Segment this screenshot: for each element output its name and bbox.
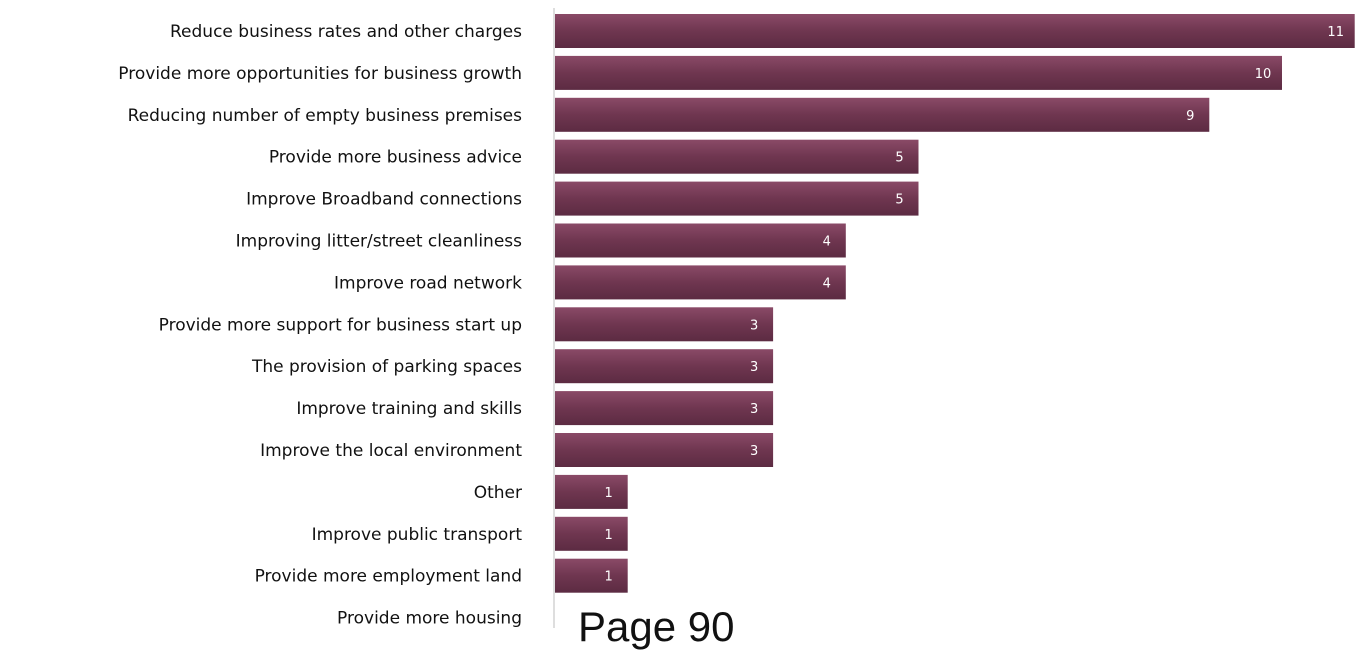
category-labels: Reduce business rates and other charges P…	[118, 22, 522, 628]
bar	[555, 349, 774, 384]
bar	[555, 474, 628, 509]
category-label: Improve the local environment	[260, 441, 522, 461]
data-label: 10	[1255, 67, 1272, 82]
category-label: Reduce business rates and other charges	[170, 22, 522, 42]
data-label: 9	[1186, 109, 1194, 124]
category-label: Provide more support for business start …	[159, 315, 522, 335]
category-label: Improve Broadband connections	[246, 190, 522, 210]
bar	[555, 181, 919, 216]
bars	[555, 14, 1355, 593]
bar	[555, 139, 919, 174]
category-label: Other	[474, 483, 522, 503]
data-label: 11	[1327, 25, 1344, 40]
data-label: 5	[895, 193, 903, 208]
category-label: Improve road network	[334, 273, 522, 293]
bar	[555, 265, 846, 300]
data-label: 3	[750, 360, 758, 375]
category-label: Provide more employment land	[255, 567, 522, 587]
data-label: 5	[895, 151, 903, 166]
bar	[555, 55, 1282, 90]
bar	[555, 433, 774, 467]
category-label: The provision of parking spaces	[251, 357, 522, 377]
category-label: Improve public transport	[312, 525, 523, 545]
data-label: 1	[605, 570, 613, 585]
bar	[555, 558, 628, 593]
category-label: Provide more business advice	[269, 148, 522, 168]
page-number-label: Page 90	[578, 603, 735, 650]
data-label: 4	[823, 276, 831, 291]
bar	[555, 223, 846, 258]
data-label: 3	[750, 318, 758, 333]
category-label: Improving litter/street cleanliness	[236, 232, 522, 252]
data-label: 3	[750, 402, 758, 417]
data-label: 3	[750, 444, 758, 459]
category-label: Improve training and skills	[296, 399, 522, 419]
bar	[555, 97, 1210, 132]
data-label: 4	[823, 235, 831, 250]
bar	[555, 391, 774, 426]
bar-chart: Reduce business rates and other charges P…	[118, 8, 1355, 628]
category-label: Reducing number of empty business premis…	[128, 106, 523, 126]
bar	[555, 307, 774, 342]
category-label: Provide more housing	[337, 609, 522, 628]
data-label: 1	[605, 486, 613, 501]
bar	[555, 14, 1355, 48]
data-label: 1	[605, 528, 613, 543]
category-label: Provide more opportunities for business …	[118, 64, 522, 84]
bar	[555, 516, 628, 551]
